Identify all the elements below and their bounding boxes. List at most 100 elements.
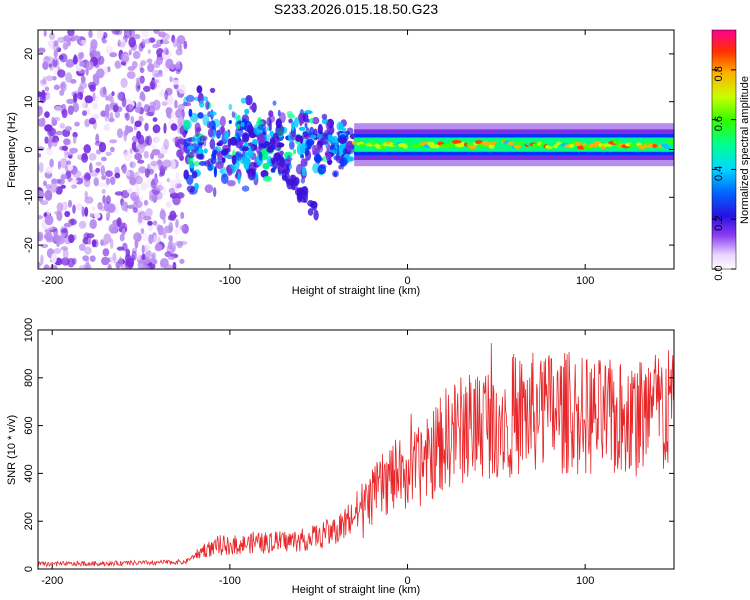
spectrogram-cell — [228, 120, 232, 124]
spectrogram-cell — [67, 105, 74, 115]
colorbar-tick-label: 0.4 — [713, 166, 725, 181]
spectrogram-cell — [168, 235, 173, 241]
spectrogram-cell — [162, 231, 167, 239]
spectrogram-cell — [87, 236, 92, 245]
colorbar-tick-label: 0.0 — [713, 265, 725, 280]
spectrogram-cell — [190, 163, 194, 169]
spectrogram-cell — [175, 109, 183, 119]
colorbar: 0.0 0.2 0.4 0.6 0.8 Normalized spectral ampl… — [711, 29, 750, 281]
spectrogram-cell — [215, 161, 224, 169]
y-tick-label: 400 — [23, 464, 35, 482]
spectrogram-cell — [242, 134, 248, 140]
x-tick-label: -200 — [41, 575, 63, 587]
spectrogram-cell — [161, 101, 168, 106]
spectrogram-cell — [90, 39, 98, 50]
spectrogram-cell — [130, 115, 135, 125]
spectrogram-cell — [61, 145, 68, 151]
spectrogram-cell — [202, 114, 210, 126]
spectrogram-cell — [136, 130, 142, 140]
spectrogram-cell — [435, 144, 440, 149]
spectrogram-cell — [142, 231, 148, 242]
spectrogram-cell — [107, 263, 112, 269]
spectrogram-cell — [60, 174, 68, 180]
spectrogram-cell — [207, 165, 213, 172]
spectrogram-cell — [152, 43, 160, 49]
spectrogram-cell — [226, 180, 236, 187]
spectrogram-cell — [145, 249, 152, 258]
colorbar-label: Normalized spectral amplitude — [739, 76, 750, 224]
spectrogram-cell — [641, 144, 649, 148]
spectrogram-cell — [49, 158, 54, 168]
spectrogram-cell — [54, 105, 63, 112]
spectrogram-cell — [55, 130, 63, 136]
spectrogram-cell — [213, 166, 217, 178]
spectrogram-cell — [105, 170, 113, 178]
spectrogram-cell — [69, 147, 78, 154]
spectrogram-cell — [174, 99, 178, 109]
spectrogram-cell — [85, 256, 89, 267]
spectrogram-cell — [272, 100, 277, 106]
spectrogram-cell — [95, 133, 100, 144]
spectrogram-cell — [45, 75, 54, 82]
spectrogram-cell — [553, 144, 558, 149]
spectrogram-cell — [301, 166, 307, 177]
spectrogram-cell — [99, 86, 108, 98]
spectrogram-cell — [142, 215, 152, 221]
spectrogram-cell — [70, 179, 78, 184]
spectrogram-cell — [317, 164, 327, 175]
spectrogram-cell — [283, 151, 293, 158]
spectrogram-cell — [40, 117, 46, 127]
spectrogram-cell — [101, 156, 107, 162]
spectrogram-cell — [172, 261, 177, 269]
spectrogram-cell — [613, 140, 620, 144]
spectrogram-cell — [120, 52, 129, 63]
spectrogram-cell — [167, 255, 175, 261]
spectrogram-cell — [187, 145, 195, 150]
spectrogram-cell — [143, 199, 149, 206]
spectrogram-cell — [67, 30, 75, 37]
spectrogram-cell — [196, 153, 204, 160]
spectrogram-cell — [144, 168, 150, 178]
spectrogram-cell — [67, 165, 74, 171]
x-tick-label: -200 — [41, 275, 63, 287]
spectrogram-cell — [204, 184, 214, 194]
spectrogram-cell — [257, 124, 267, 130]
spectrogram-cell — [290, 129, 297, 141]
spectrogram-cell — [247, 147, 254, 159]
spectrogram-cell — [44, 189, 53, 201]
spectrogram-cell — [269, 136, 276, 147]
spectrogram-cell — [67, 199, 73, 208]
spectrogram-cell — [179, 224, 186, 231]
spectrogram-cell — [178, 84, 187, 94]
spectrogram-cell — [339, 157, 348, 167]
spectrogram-cell — [172, 38, 178, 48]
spectrogram-cell — [153, 136, 160, 143]
spectrogram-cell — [100, 165, 106, 176]
spectrogram-cell — [137, 159, 145, 164]
spectrogram-cell — [152, 117, 158, 122]
spectrogram-cell — [142, 264, 150, 269]
spectrogram-cell — [231, 154, 237, 165]
spectrogram-cell — [110, 226, 118, 234]
spectrogram-cell — [468, 144, 477, 149]
spectrogram-cell — [258, 143, 265, 151]
spectrogram-cell — [111, 91, 115, 97]
spectrogram-cell — [101, 188, 106, 195]
spectrogram-cell — [300, 196, 306, 203]
spectrogram-cell — [287, 154, 291, 163]
spectrogram-cell — [108, 117, 115, 123]
spectrogram-cell — [302, 131, 310, 138]
spectrogram-cell — [193, 160, 200, 167]
spectrogram-cell — [197, 112, 204, 119]
spectrogram-cell — [80, 101, 86, 109]
spectrogram-cell — [309, 117, 314, 124]
spectrogram-cell — [167, 241, 172, 250]
spectrogram-cell — [100, 241, 108, 246]
spectrogram-cell — [321, 113, 328, 120]
spectrogram-cell — [94, 50, 101, 59]
spectrogram-cell — [45, 147, 53, 156]
spectrogram-cell — [307, 208, 314, 216]
spectrogram-cell — [327, 136, 336, 144]
spectrogram-cell — [45, 235, 50, 240]
spectrogram-cell — [513, 144, 521, 149]
